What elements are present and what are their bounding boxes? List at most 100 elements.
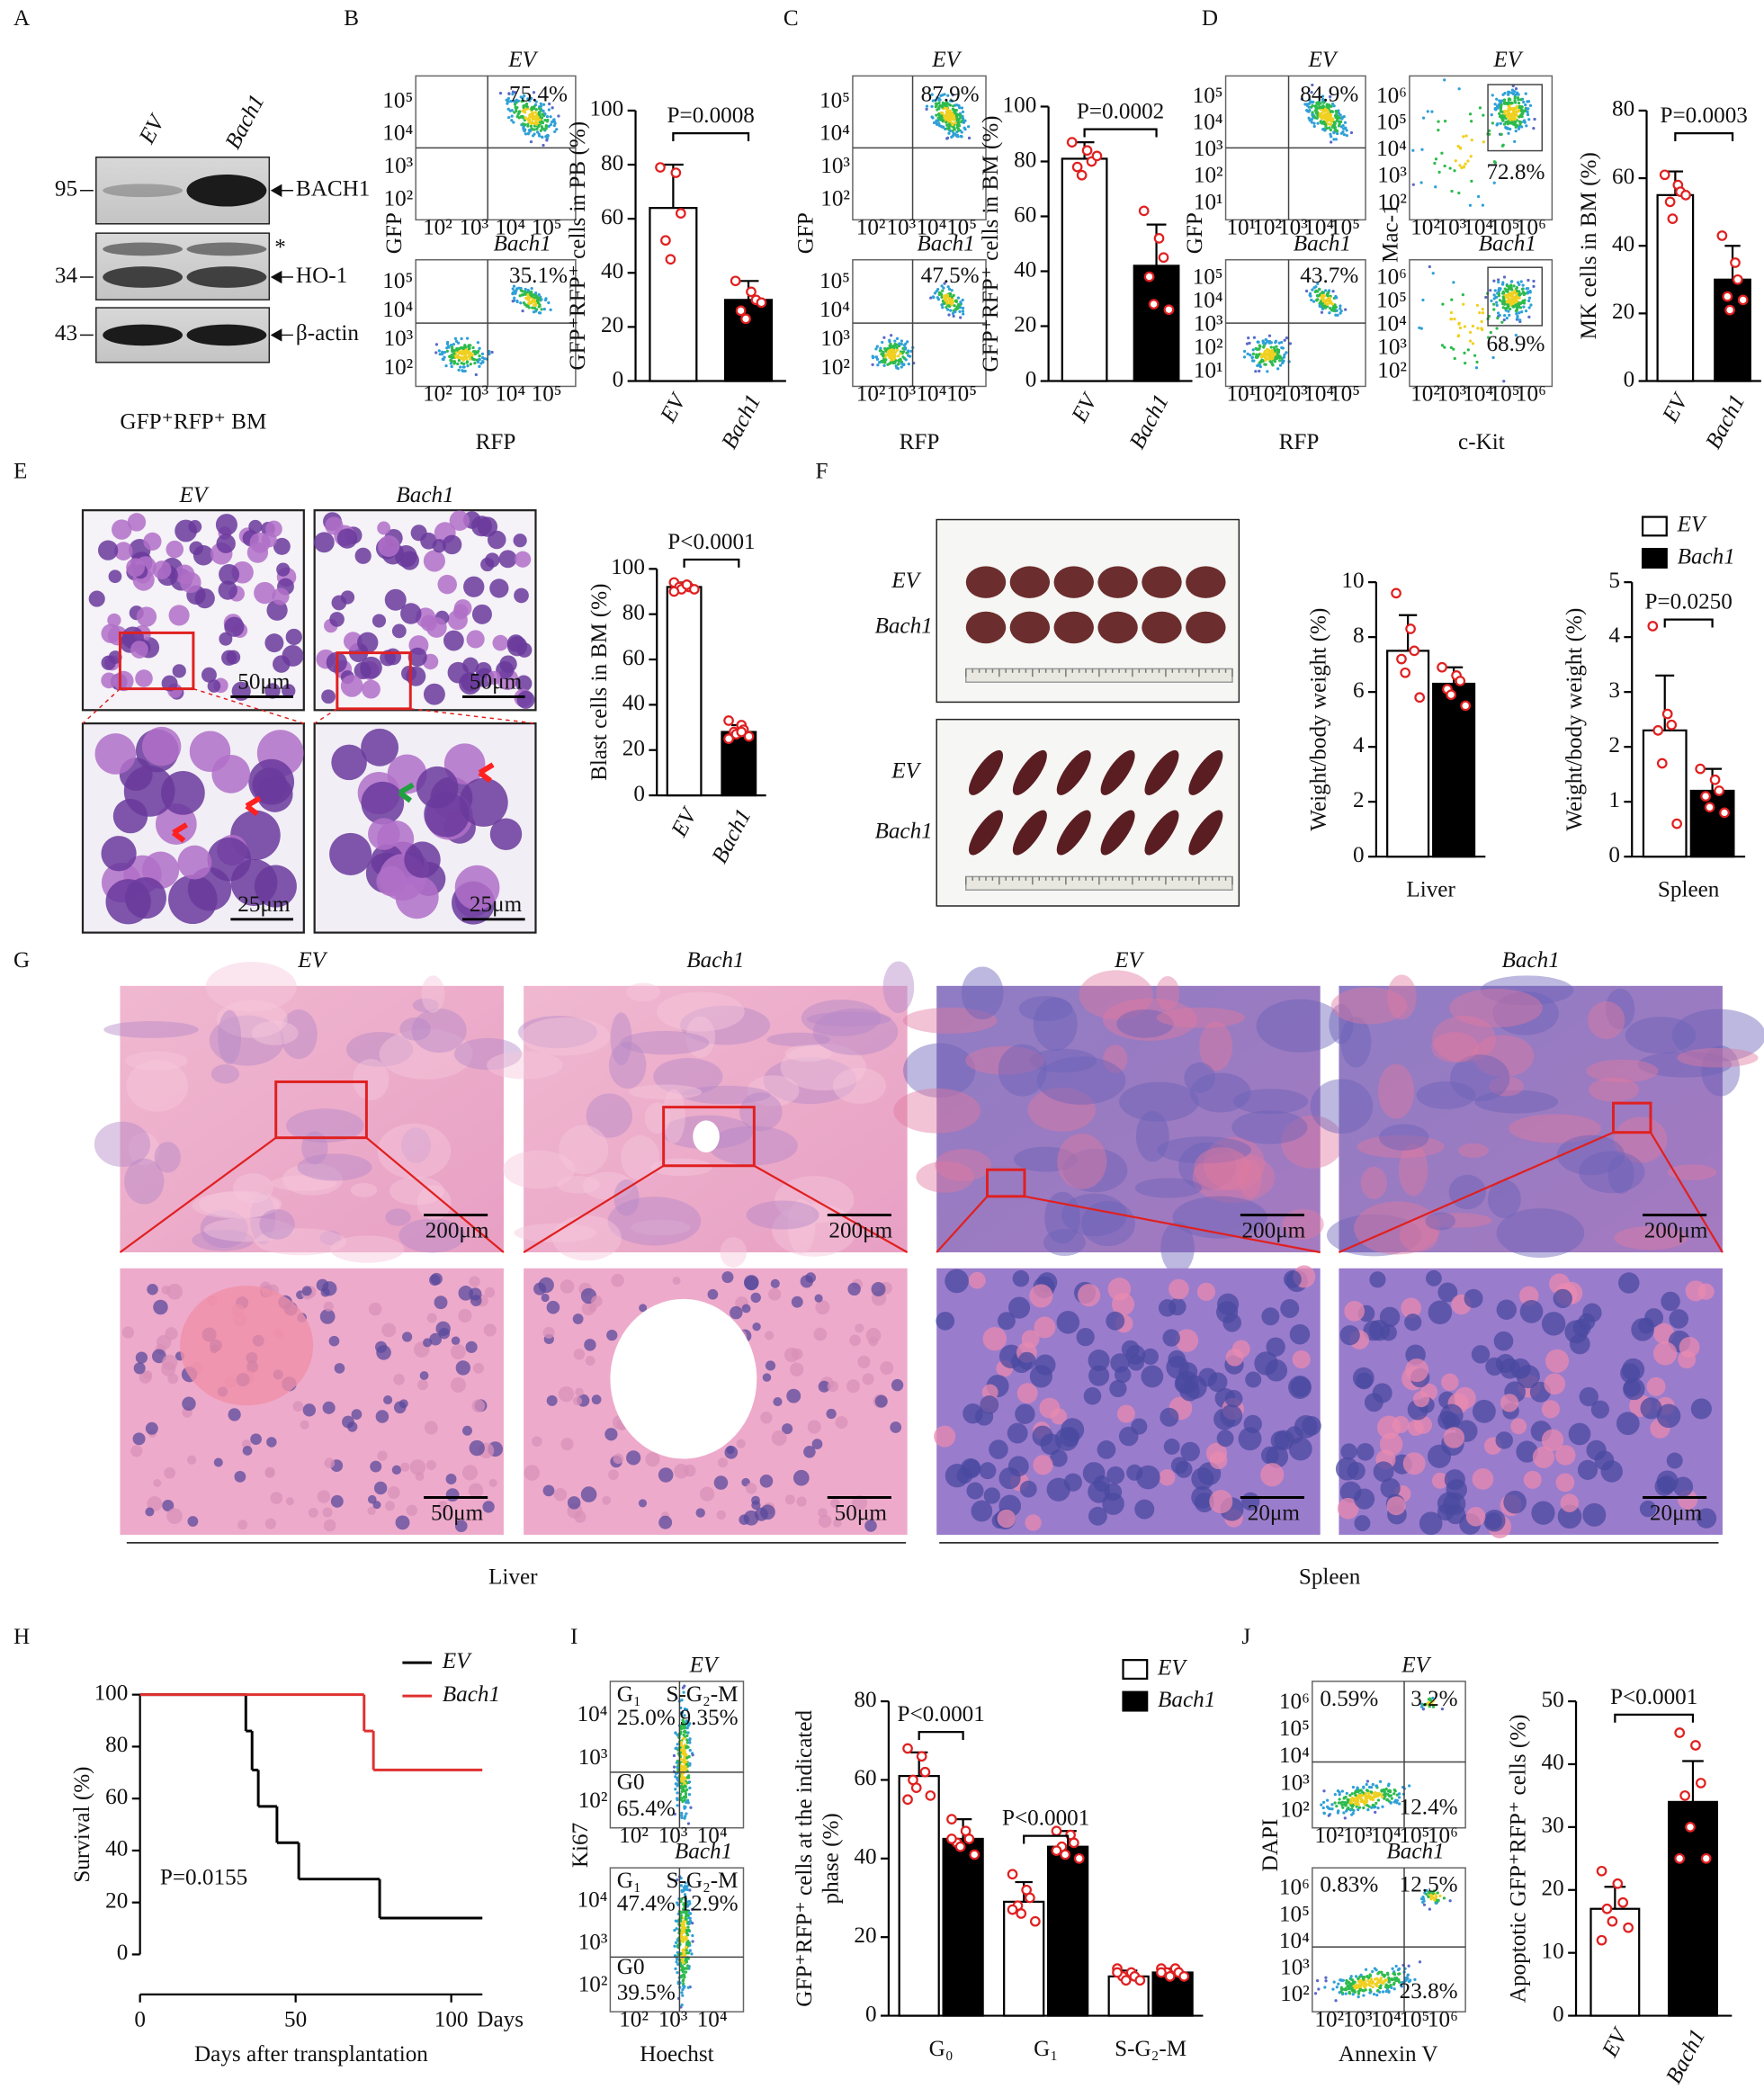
event-dot [1367,1983,1370,1986]
event-dot [1508,97,1510,100]
event-dot [688,1762,691,1765]
nucleus [626,1450,640,1465]
event-dot [901,347,904,350]
event-dot [949,309,952,312]
tissue-patch [206,962,297,1011]
event-dot [1509,116,1511,119]
event-dot [478,347,480,350]
nucleus [1473,1400,1496,1423]
vessel [610,1299,757,1459]
nucleus [250,1433,262,1445]
nucleus [323,1402,336,1414]
flow-title: Bach1 [494,231,551,256]
event-dot [957,122,960,125]
flow-tick: 10⁴ [495,382,525,407]
event-dot [1323,129,1326,131]
event-dot [958,310,961,313]
event-dot [1423,1904,1426,1906]
nucleus [1217,1430,1234,1447]
nucleus [814,1328,828,1341]
event-dot [1372,1980,1374,1983]
organ [1142,612,1181,644]
event-dot [466,362,469,364]
tissue-patch [351,1183,377,1197]
event-dot [1391,1978,1393,1981]
nucleus [1084,1387,1102,1405]
data-point [1025,1894,1034,1902]
event-dot [1450,299,1453,301]
y-tick-label: 80 [601,151,623,175]
y-tick-label: 10 [1542,1939,1564,1963]
event-dot [685,1738,688,1741]
event-dot [1518,283,1520,286]
tissue-patch [613,1179,639,1216]
event-dot [1328,115,1330,118]
event-dot [530,107,533,110]
event-dot [958,106,961,109]
p-value: P<0.0001 [1002,1807,1089,1831]
nucleus [1578,1460,1598,1480]
nucleus [786,1389,801,1403]
nucleus [420,1371,429,1380]
event-dot [1464,134,1467,137]
flow-percent: 23.8% [1400,1979,1458,2004]
p-value: P=0.0003 [1661,103,1748,128]
event-dot [1479,106,1482,109]
cell [180,572,201,593]
event-dot [1386,1972,1389,1975]
event-dot [543,308,546,310]
event-dot [1459,327,1462,329]
y-tick-label: 30 [1542,1814,1564,1838]
data-point [1052,1846,1061,1854]
event-dot [460,357,462,360]
event-dot [939,116,942,119]
event-dot [909,354,911,357]
event-dot [1528,290,1531,292]
nucleus [167,1373,178,1384]
cell [424,792,470,838]
cell [368,818,400,850]
event-dot [951,289,954,291]
event-dot [1339,304,1341,307]
nucleus [1356,1373,1373,1390]
event-dot [943,115,945,118]
nucleus [153,1479,161,1487]
event-dot [557,114,560,117]
panel-label: B [344,6,359,31]
tissue-patch [1379,1125,1428,1151]
event-dot [680,1816,683,1819]
event-dot [1458,87,1461,90]
flow-tick: 10⁴ [819,121,850,146]
event-dot [1462,293,1464,296]
nucleus [751,1293,761,1303]
nucleus [875,1395,888,1408]
nucleus [1561,1493,1579,1511]
nucleus [1483,1510,1506,1532]
flow-tick: 10³ [1194,311,1223,336]
event-dot [1516,124,1518,127]
tissue-patch [103,1021,199,1038]
nucleus [863,1373,874,1385]
event-dot [1344,309,1347,311]
cell [126,558,145,577]
cell [485,552,499,567]
event-dot [688,1737,691,1740]
event-dot [685,1943,688,1946]
bar [1643,731,1687,856]
event-dot [1428,1907,1431,1910]
nucleus [377,1450,387,1460]
event-dot [1430,110,1433,112]
event-dot [681,1988,684,1991]
event-dot [685,1763,688,1766]
event-dot [1443,78,1446,81]
event-dot [1515,309,1518,312]
event-dot [1515,130,1518,132]
event-dot [1509,108,1511,111]
nucleus [1531,1502,1554,1525]
x-tick-label: EV [1658,389,1694,427]
event-dot [1433,162,1436,165]
data-point [1702,1854,1710,1862]
cell [433,539,446,552]
event-dot [685,1929,688,1932]
flow-tick: 10⁴ [382,121,413,146]
